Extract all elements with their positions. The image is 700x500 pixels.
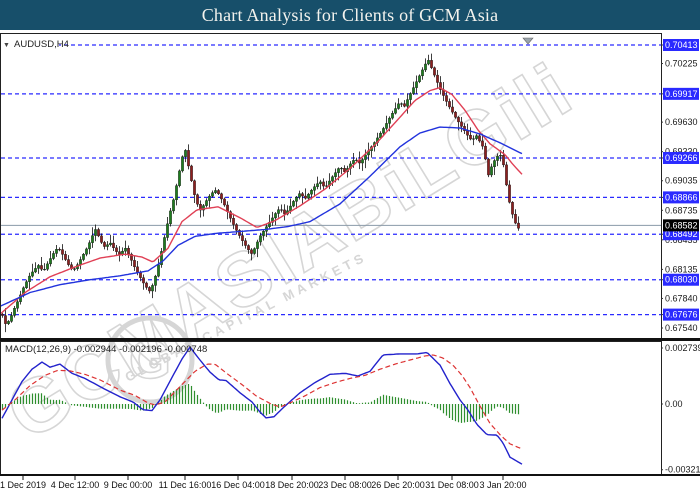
svg-text:9 Dec 00:00: 9 Dec 00:00 [104, 480, 153, 490]
svg-text:0.68135: 0.68135 [665, 264, 698, 274]
svg-text:31 Dec 08:00: 31 Dec 08:00 [425, 480, 479, 490]
watermark-text: GCMASIABiLGili [0, 47, 588, 457]
svg-text:0.67840: 0.67840 [665, 293, 698, 303]
svg-text:0.67540: 0.67540 [665, 323, 698, 333]
svg-text:0.69330: 0.69330 [665, 147, 698, 157]
time-axis[interactable]: 1 Dec 2019 4 Dec 12:00 9 Dec 00:00 11 Dec 1… [0, 476, 527, 490]
svg-text:0.70225: 0.70225 [665, 59, 698, 69]
svg-text:0.002739: 0.002739 [665, 343, 700, 353]
svg-text:0.69630: 0.69630 [665, 117, 698, 127]
macd-indicator-label: MACD(12,26,9) -0.002944 -0.002196 -0.000… [5, 344, 207, 355]
svg-text:0.68866: 0.68866 [665, 192, 698, 202]
svg-text:0.69917: 0.69917 [665, 89, 698, 99]
ma-fast-line [1, 86, 523, 315]
svg-text:0.68582: 0.68582 [665, 220, 698, 230]
svg-text:18 Dec 20:00: 18 Dec 20:00 [265, 480, 319, 490]
pane-frames [0, 33, 700, 476]
svg-text:-0.003215: -0.003215 [665, 465, 700, 475]
macd-histogram-layer [1, 384, 520, 423]
svg-text:0.68735: 0.68735 [665, 205, 698, 215]
symbol-label: AUDUSD,H4 [14, 39, 69, 50]
ma-slow-line [1, 126, 523, 307]
candles-layer [1, 53, 520, 333]
title-bar: Chart Analysis for Clients of GCM Asia [0, 0, 700, 30]
svg-text:0.67676: 0.67676 [665, 310, 698, 320]
svg-text:3 Jan 20:00: 3 Jan 20:00 [479, 480, 526, 490]
macd-line [1, 345, 523, 465]
svg-text:0.69266: 0.69266 [665, 153, 698, 163]
svg-text:1 Dec 2019: 1 Dec 2019 [0, 480, 46, 490]
svg-text:0.70413: 0.70413 [665, 40, 698, 50]
svg-text:11 Dec 16:00: 11 Dec 16:00 [159, 480, 212, 490]
svg-text:4 Dec 12:00: 4 Dec 12:00 [51, 480, 100, 490]
svg-text:0.68492: 0.68492 [665, 229, 698, 239]
sell-arrow-icon [522, 37, 534, 45]
watermark-logo-circle [105, 315, 195, 405]
symbol-dropdown-icon[interactable]: ▼ [3, 42, 10, 49]
svg-text:0.00: 0.00 [665, 399, 683, 409]
svg-text:26 Dec 20:00: 26 Dec 20:00 [371, 480, 425, 490]
svg-text:23 Dec 08:00: 23 Dec 08:00 [318, 480, 372, 490]
watermark: GCMASIABiLGili G GLOBAL CAPITAL MARKETS [0, 46, 588, 457]
price-axis[interactable]: 0.70225 0.69630 0.69330 0.69035 0.68735 0.684… [661, 39, 700, 475]
svg-text:0.69035: 0.69035 [665, 176, 698, 186]
svg-text:16 Dec 04:00: 16 Dec 04:00 [211, 480, 265, 490]
chart-canvas[interactable]: GCMASIABiLGili G GLOBAL CAPITAL MARKETS … [0, 30, 700, 500]
page-title: Chart Analysis for Clients of GCM Asia [201, 4, 499, 25]
level-lines-layer [1, 38, 661, 316]
macd-signal-line [1, 354, 523, 450]
chart-area[interactable]: GCMASIABiLGili G GLOBAL CAPITAL MARKETS … [0, 30, 700, 500]
svg-text:0.68030: 0.68030 [665, 275, 698, 285]
